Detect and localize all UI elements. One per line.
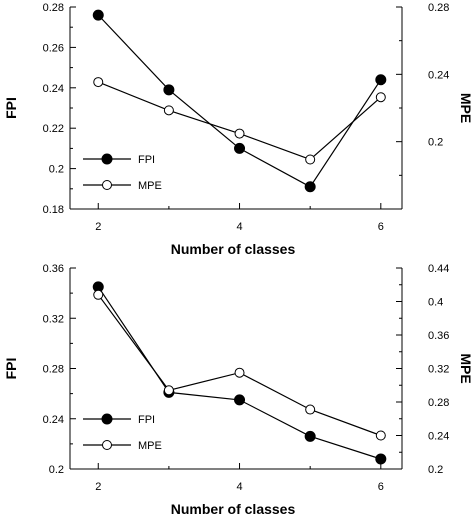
bottom-legend-mpe-label: MPE (138, 440, 162, 452)
bottom-fpi-point (234, 394, 246, 406)
bottom-mpe-point (163, 385, 174, 396)
top-right-tick-label: 0.2 (428, 137, 443, 149)
top-x-tick-label: 6 (378, 221, 384, 233)
top-right-tick-label: 0.24 (428, 69, 449, 81)
top-left-y-axis-title: FPI (3, 97, 19, 119)
top-x-tick-label: 2 (95, 221, 101, 233)
top-right-tick-label: 0.28 (428, 2, 449, 14)
top-legend-mpe-label: MPE (138, 180, 162, 192)
bottom-left-tick-label: 0.32 (43, 313, 64, 325)
top-mpe-point (234, 128, 245, 139)
bottom-right-y-axis-title: MPE (458, 353, 474, 383)
top-chart-panel: 0.18 0.2 0.22 0.24 0.26 0.28 0.2 0.24 0.28 2 4 6 Num… (3, 2, 474, 257)
top-left-tick-label: 0.2 (49, 164, 64, 176)
bottom-right-tick-label: 0.36 (428, 330, 449, 342)
top-left-tick-label: 0.26 (43, 42, 64, 54)
top-left-tick-label: 0.18 (43, 204, 64, 216)
top-mpe-point (93, 77, 104, 88)
bottom-left-y-axis-title: FPI (3, 358, 19, 380)
top-mpe-point (305, 154, 316, 165)
bottom-mpe-point (305, 404, 316, 415)
bottom-legend-fpi-label: FPI (138, 414, 155, 426)
bottom-legend-fpi-marker (101, 413, 113, 425)
bottom-mpe-point (234, 367, 245, 378)
bottom-x-axis-title: Number of classes (171, 501, 296, 517)
bottom-left-tick-label: 0.2 (49, 464, 64, 476)
top-x-axis-title: Number of classes (171, 241, 296, 257)
bottom-x-tick-label: 4 (236, 481, 242, 493)
top-right-y-axis-title: MPE (458, 93, 474, 123)
bottom-mpe-point (93, 289, 104, 300)
top-fpi-point (92, 9, 104, 21)
bottom-x-tick-label: 6 (378, 481, 384, 493)
top-legend-fpi-label: FPI (138, 154, 155, 166)
top-fpi-point (163, 84, 175, 96)
bottom-fpi-point (375, 453, 387, 465)
top-mpe-point (163, 105, 174, 116)
top-fpi-point (234, 142, 246, 154)
top-mpe-point (375, 92, 386, 103)
bottom-right-tick-label: 0.2 (428, 464, 443, 476)
top-fpi-point (375, 74, 387, 86)
top-left-tick-label: 0.24 (43, 83, 64, 95)
bottom-right-tick-label: 0.4 (428, 297, 443, 309)
top-legend-fpi-marker (101, 153, 113, 165)
bottom-fpi-point (304, 430, 316, 442)
bottom-chart-panel: 0.2 0.24 0.28 0.32 0.36 0.2 0.24 0.28 0.32 0.36 0.… (3, 263, 474, 517)
top-legend-mpe-marker (102, 180, 112, 190)
top-fpi-point (304, 181, 316, 193)
top-left-tick-label: 0.22 (43, 123, 64, 135)
top-left-tick-label: 0.28 (43, 2, 64, 14)
bottom-right-tick-label: 0.44 (428, 263, 449, 275)
bottom-right-tick-label: 0.28 (428, 397, 449, 409)
bottom-left-tick-label: 0.24 (43, 414, 64, 426)
top-x-tick-label: 4 (236, 221, 242, 233)
bottom-mpe-point (375, 430, 386, 441)
bottom-left-tick-label: 0.28 (43, 364, 64, 376)
bottom-left-tick-label: 0.36 (43, 263, 64, 275)
bottom-right-tick-label: 0.32 (428, 364, 449, 376)
bottom-right-tick-label: 0.24 (428, 431, 449, 443)
bottom-legend-mpe-marker (102, 440, 112, 450)
bottom-x-tick-label: 2 (95, 481, 101, 493)
